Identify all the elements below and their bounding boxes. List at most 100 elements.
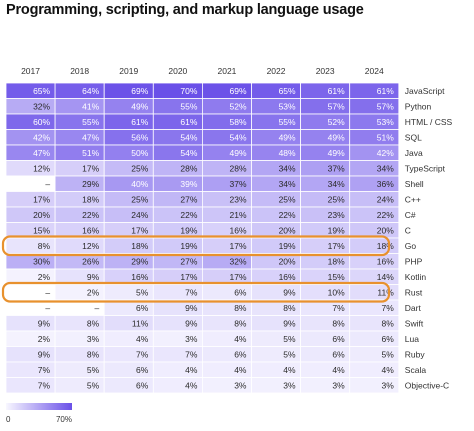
- cell-value-label: 7%: [185, 349, 198, 359]
- year-label-2019: 2019: [119, 66, 138, 76]
- cell-value-label: 12%: [82, 241, 99, 251]
- cell-value-label: 20%: [279, 256, 296, 266]
- row-label: C++: [405, 194, 421, 204]
- row-label: Java: [405, 148, 423, 158]
- cell-value-label: 28%: [229, 163, 246, 173]
- cell-value-label: 5%: [136, 287, 149, 297]
- cell-value-label: 3%: [185, 334, 198, 344]
- cell-value-label: 4%: [283, 365, 296, 375]
- cell-value-label: 26%: [82, 256, 99, 266]
- cell-value-label: 5%: [283, 349, 296, 359]
- cell-value-label: 5%: [283, 334, 296, 344]
- cell-value-label: 25%: [328, 194, 345, 204]
- cell-value-label: 65%: [33, 86, 50, 96]
- cell-value-label: 12%: [33, 163, 50, 173]
- row-label: TypeScript: [405, 163, 446, 173]
- highlight-outline-go: [1, 235, 391, 257]
- cell-value-label: 54%: [180, 148, 197, 158]
- cell-value-label: 9%: [283, 318, 296, 328]
- cell-value-label: 36%: [377, 179, 394, 189]
- cell-value-label: 37%: [328, 163, 345, 173]
- cell-value-label: 24%: [131, 210, 148, 220]
- cell-value-label: 3%: [87, 334, 100, 344]
- cell-value-label: 17%: [82, 163, 99, 173]
- cell-value-label: 27%: [180, 194, 197, 204]
- cell-value-label: 19%: [180, 241, 197, 251]
- cell-value-label: 54%: [229, 132, 246, 142]
- cell-value-label: 58%: [229, 117, 246, 127]
- cell-value-label: 8%: [38, 241, 51, 251]
- cell-value-label: 65%: [279, 86, 296, 96]
- row-label: HTML / CSS: [405, 117, 453, 127]
- cell-value-label: 42%: [33, 132, 50, 142]
- cell-value-label: 64%: [82, 86, 99, 96]
- cell-value-label: 6%: [382, 334, 395, 344]
- cell-value-label: 37%: [229, 179, 246, 189]
- cell-value-label: 42%: [377, 148, 394, 158]
- cell-value-label: 34%: [279, 179, 296, 189]
- cell-value-label: –: [45, 179, 50, 189]
- cell-value-label: 57%: [328, 101, 345, 111]
- cell-value-label: 27%: [180, 256, 197, 266]
- language-axis: JavaScript Python HTML / CSS SQL Java TypeScr…: [405, 86, 453, 391]
- cell-value-label: 4%: [332, 365, 345, 375]
- cell-value-label: 70%: [180, 86, 197, 96]
- row-label: JavaScript: [405, 86, 445, 96]
- cell-value-label: 7%: [185, 287, 198, 297]
- cell-value-label: 7%: [382, 303, 395, 313]
- row-label: Python: [405, 101, 432, 111]
- cell-value-label: 30%: [33, 256, 50, 266]
- cell-value-label: 34%: [328, 179, 345, 189]
- cell-value-label: 25%: [131, 194, 148, 204]
- cell-value-label: 60%: [33, 117, 50, 127]
- cell-value-label: 18%: [82, 194, 99, 204]
- row-label: Objective-C: [405, 380, 449, 390]
- cell-value-label: 6%: [136, 365, 149, 375]
- year-label-2017: 2017: [21, 66, 40, 76]
- cell-value-label: 4%: [234, 334, 247, 344]
- cell-value-label: 49%: [328, 148, 345, 158]
- cell-value-label: 55%: [279, 117, 296, 127]
- cell-value-label: 52%: [328, 117, 345, 127]
- cell-value-label: 4%: [382, 365, 395, 375]
- row-label: Rust: [405, 287, 423, 297]
- cell-value-label: 17%: [328, 241, 345, 251]
- cell-value-label: 32%: [229, 256, 246, 266]
- year-axis: 2017 2018 2019 2020 2021 2022 2023 2024: [21, 66, 384, 76]
- cell-value-label: 19%: [279, 241, 296, 251]
- cell-value-label: 25%: [131, 163, 148, 173]
- cell-value-label: 8%: [234, 303, 247, 313]
- row-label: Ruby: [405, 349, 426, 359]
- cell-value-label: 9%: [185, 318, 198, 328]
- cell-value-label: 41%: [82, 101, 99, 111]
- cell-value-label: 53%: [279, 101, 296, 111]
- cell-value-label: 69%: [131, 86, 148, 96]
- cell-value-label: 15%: [33, 225, 50, 235]
- cell-value-label: 52%: [229, 101, 246, 111]
- cell-value-label: 9%: [38, 318, 51, 328]
- year-label-2018: 2018: [70, 66, 89, 76]
- cell-value-label: 53%: [377, 117, 394, 127]
- cell-value-label: 8%: [382, 318, 395, 328]
- cell-value-label: 16%: [82, 225, 99, 235]
- cell-value-label: 34%: [377, 163, 394, 173]
- row-label: C#: [405, 210, 416, 220]
- cell-value-label: 61%: [180, 117, 197, 127]
- cell-value-label: 16%: [279, 272, 296, 282]
- cell-value-label: 2%: [38, 272, 51, 282]
- cell-value-label: 16%: [377, 256, 394, 266]
- cell-value-label: 25%: [279, 194, 296, 204]
- cell-value-label: 11%: [377, 287, 394, 297]
- cell-value-label: 9%: [38, 349, 51, 359]
- cell-value-label: 29%: [131, 256, 148, 266]
- row-label: Shell: [405, 179, 424, 189]
- color-scale-legend: 0 70%: [6, 403, 72, 424]
- cell-value-label: 2%: [38, 334, 51, 344]
- cell-value-label: 7%: [38, 380, 51, 390]
- cell-value-label: 9%: [185, 303, 198, 313]
- cell-value-label: 56%: [131, 132, 148, 142]
- cell-value-label: 18%: [377, 241, 394, 251]
- cell-value-label: 3%: [332, 380, 345, 390]
- cell-value-label: 3%: [382, 380, 395, 390]
- cell-value-label: 49%: [131, 101, 148, 111]
